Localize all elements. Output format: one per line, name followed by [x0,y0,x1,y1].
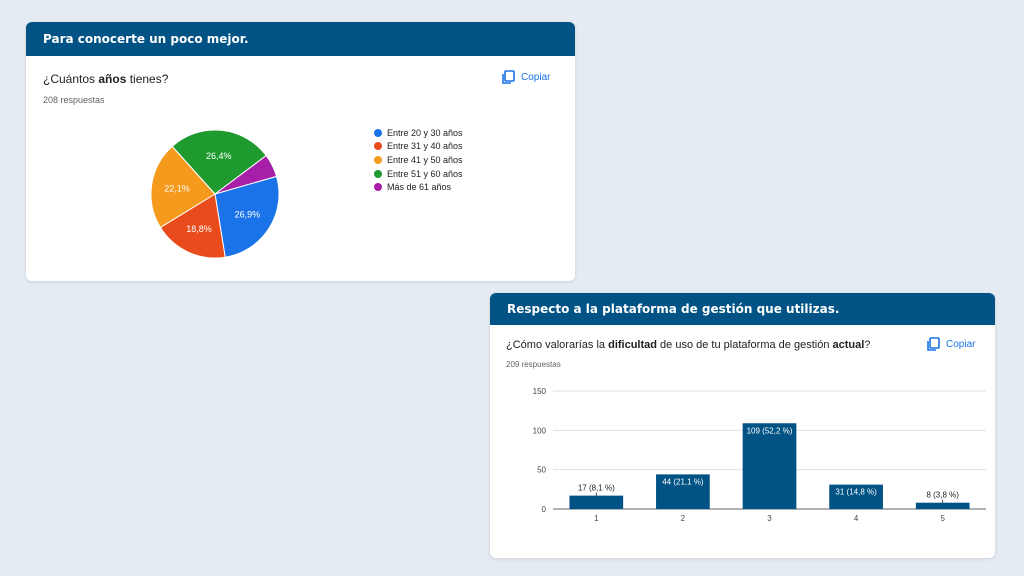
legend-item: Entre 51 y 60 años [374,167,463,181]
legend-label: Entre 20 y 30 años [387,127,463,138]
legend-item: Más de 61 años [374,180,463,194]
bar [829,484,883,509]
legend-label: Entre 31 y 40 años [387,141,463,152]
legend-swatch [374,155,382,164]
legend-label: Entre 51 y 60 años [387,168,463,179]
bar-data-label: 109 (52,2 %) [747,426,793,435]
section-header: Respecto a la plataforma de gestión que … [490,293,995,325]
bar-data-label: 44 (21,1 %) [662,477,704,486]
legend-swatch [374,142,382,151]
bar [656,474,710,509]
copy-label: Copiar [521,72,551,83]
difficulty-bar-chart: 0 50 100 150 1 17 (8,1 %) 2 44 (21,1 %) 3 109 (52… [533,387,986,523]
y-tick-label: 100 [533,426,547,435]
pie-slice-label: 18,8% [186,224,212,234]
x-tick-label: 5 [940,514,945,523]
copy-button[interactable]: Copiar [926,337,975,352]
section-header: Para conocerte un poco mejor. [26,22,575,56]
legend-item: Entre 41 y 50 años [374,153,463,167]
bar [742,423,797,509]
question-title: ¿Cuántos años tienes? [43,72,169,86]
pie-slice [150,145,216,229]
age-question-card: Para conocerte un poco mejor. ¿Cuántos a… [26,22,575,281]
difficulty-question-card: Respecto a la plataforma de gestión que … [490,293,995,558]
legend-item: Entre 20 y 30 años [374,126,463,140]
legend-label: Entre 41 y 50 años [387,154,463,165]
copy-icon [501,70,515,85]
pie-slice-label: 22,1% [164,183,190,193]
legend-swatch [374,169,382,178]
response-count: 209 respuestas [506,360,561,369]
y-tick-label: 50 [537,466,546,475]
copy-button[interactable]: Copiar [501,70,550,85]
copy-label: Copiar [946,339,976,350]
legend-item: Entre 31 y 40 años [374,140,463,154]
pie-slice [159,193,226,259]
bar [915,502,970,509]
legend-swatch [374,183,382,192]
age-pie-chart: 26,9% 18,8% 22,1% 26,4% [150,129,280,259]
pie-legend: Entre 20 y 30 años Entre 31 y 40 años Entr… [374,126,463,194]
pie-slice [214,154,278,195]
x-tick-label: 2 [681,514,686,523]
pie-slice-label: 26,4% [206,151,232,161]
pie-slice [214,175,280,258]
legend-swatch [374,128,382,137]
y-tick-label: 0 [542,505,547,514]
copy-icon [926,337,940,352]
response-count: 208 respuestas [43,95,105,105]
pie-slice-label: 26,9% [235,210,261,220]
bar-data-label: 8 (3,8 %) [926,491,959,500]
pie-slice [171,129,267,195]
x-tick-label: 1 [594,514,599,523]
x-tick-label: 3 [767,514,772,523]
legend-label: Más de 61 años [387,182,452,193]
y-tick-label: 150 [533,387,547,396]
x-tick-label: 4 [854,514,859,523]
bar-data-label: 31 (14,8 %) [835,488,877,497]
bar [569,495,624,509]
question-title: ¿Cómo valorarías la dificultad de uso de… [506,339,871,351]
bar-data-label: 17 (8,1 %) [578,484,615,493]
